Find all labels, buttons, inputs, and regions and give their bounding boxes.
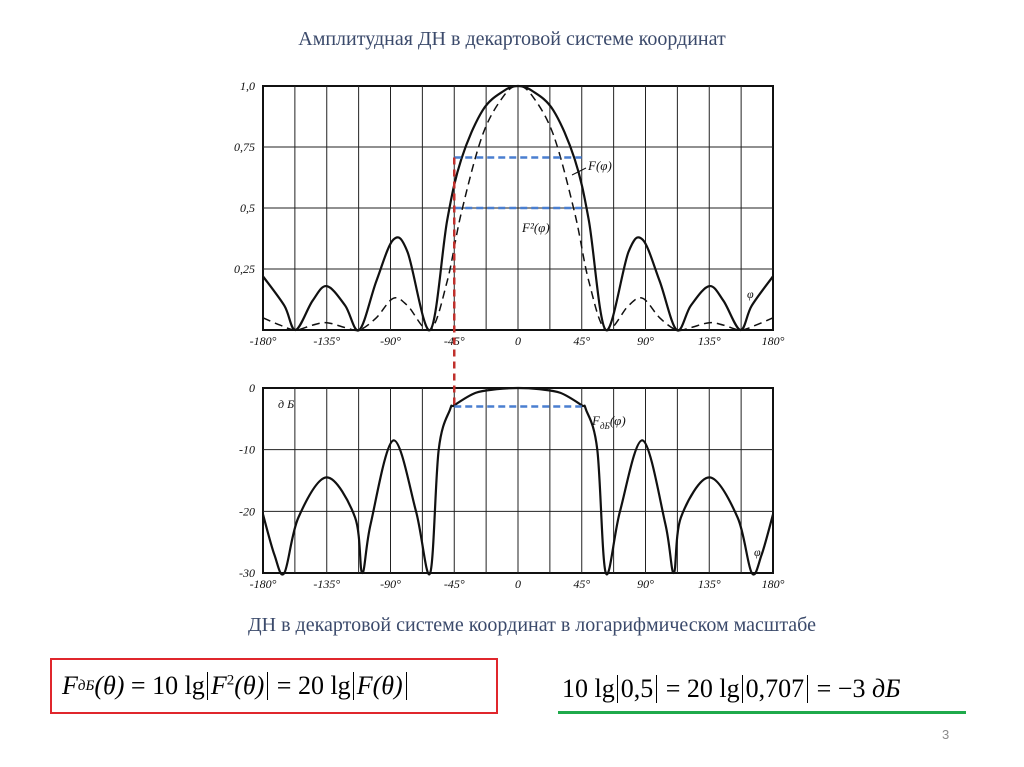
x-tick-label: 90°	[637, 334, 654, 348]
x-tick-label: -90°	[380, 577, 401, 591]
formula-rhs-arg: (θ)	[372, 670, 403, 700]
green-underline	[558, 711, 966, 714]
slide-title: Амплитудная ДН в декартовой системе коор…	[298, 28, 726, 50]
formula-eq1: = 10 lg	[124, 671, 205, 700]
leader-f-phi	[571, 167, 587, 176]
x-tick-label: -45°	[444, 577, 465, 591]
formula-mid-arg: (θ)	[234, 670, 265, 700]
x-tick-label: 45°	[573, 334, 590, 348]
formula-lhs-arg: (θ)	[94, 671, 125, 700]
formula-rhs-symbol: F	[356, 670, 373, 700]
label-f2-phi: F²(φ)	[521, 220, 550, 235]
x-tick-label: 45°	[573, 577, 590, 591]
page-number: 3	[942, 727, 950, 742]
formula-lhs-symbol: F	[62, 671, 78, 700]
formula-abs-f: F(θ)	[352, 670, 407, 701]
formula-abs-f2: F2(θ)	[206, 670, 269, 701]
label-top-phi-axis: φ	[747, 287, 754, 301]
formula-lhs-sub: дБ	[77, 677, 95, 694]
top-chart-linear: -180°-135°-90°-45°045°90°135°180°1,00,75…	[234, 79, 785, 348]
formula-mid-symbol: F	[210, 670, 227, 700]
formula-eq2: = 20 lg	[270, 671, 351, 700]
slide-subtitle: ДН в декартовой системе координат в лога…	[248, 614, 816, 636]
x-tick-label: 0	[515, 577, 521, 591]
y-tick-label: -20	[239, 504, 255, 518]
x-tick-label: -180°	[250, 577, 277, 591]
label-bottom-unit: д Б	[278, 397, 294, 411]
y-tick-label: -30	[239, 566, 255, 580]
formula-minus-3db: 10 lg 0,5 = 20 lg 0,707 = −3 дБ	[562, 668, 900, 710]
formula-r-abs2: 0,707	[741, 673, 809, 704]
label-fdb-symbol: F	[591, 413, 601, 428]
x-tick-label: -135°	[313, 334, 340, 348]
y-tick-label: -10	[239, 443, 255, 457]
y-tick-label: 0,25	[234, 262, 255, 276]
x-tick-label: -135°	[313, 577, 340, 591]
x-tick-label: 180°	[762, 334, 785, 348]
antenna-pattern-figure: -180° -135° -90° -45° 0 45° 90° 135° 180° 1,0 0,75…	[234, 79, 785, 591]
label-bottom-phi-axis: φ	[754, 545, 761, 559]
formula-mid-sup: 2	[226, 672, 235, 689]
formula-r-val2: 0,707	[745, 673, 805, 703]
series-line-solid	[262, 84, 774, 332]
formula-r-val1: 0,5	[620, 673, 654, 703]
label-fdb-sub: дБ	[600, 421, 611, 431]
x-tick-label: 135°	[698, 334, 721, 348]
label-f-phi: F(φ)	[587, 158, 612, 173]
y-tick-label: 1,0	[240, 79, 255, 93]
x-tick-label: -180°	[250, 334, 277, 348]
x-tick-label: 0	[515, 334, 521, 348]
formula-r-abs1: 0,5	[616, 673, 658, 704]
y-tick-label: 0,75	[234, 140, 255, 154]
formula-r-part2: = 20 lg	[659, 674, 740, 703]
series-line-solid	[261, 386, 775, 576]
x-tick-label: -90°	[380, 334, 401, 348]
formula-r-part1: 10 lg	[562, 674, 615, 703]
y-tick-label: 0	[249, 381, 255, 395]
x-tick-label: 135°	[698, 577, 721, 591]
x-tick-label: 180°	[762, 577, 785, 591]
label-fdb-phi: FдБ(φ)	[591, 413, 626, 431]
label-fdb-arg: (φ)	[610, 413, 626, 428]
x-tick-label: 90°	[637, 577, 654, 591]
y-tick-label: 0,5	[240, 201, 255, 215]
formula-r-unit: дБ	[871, 674, 901, 703]
formula-r-part3: = −3	[810, 674, 872, 703]
bottom-chart-db: -180° -135° -90° -45° 0 45° 90° 135° 180° 0 -10 -20…	[239, 381, 785, 591]
